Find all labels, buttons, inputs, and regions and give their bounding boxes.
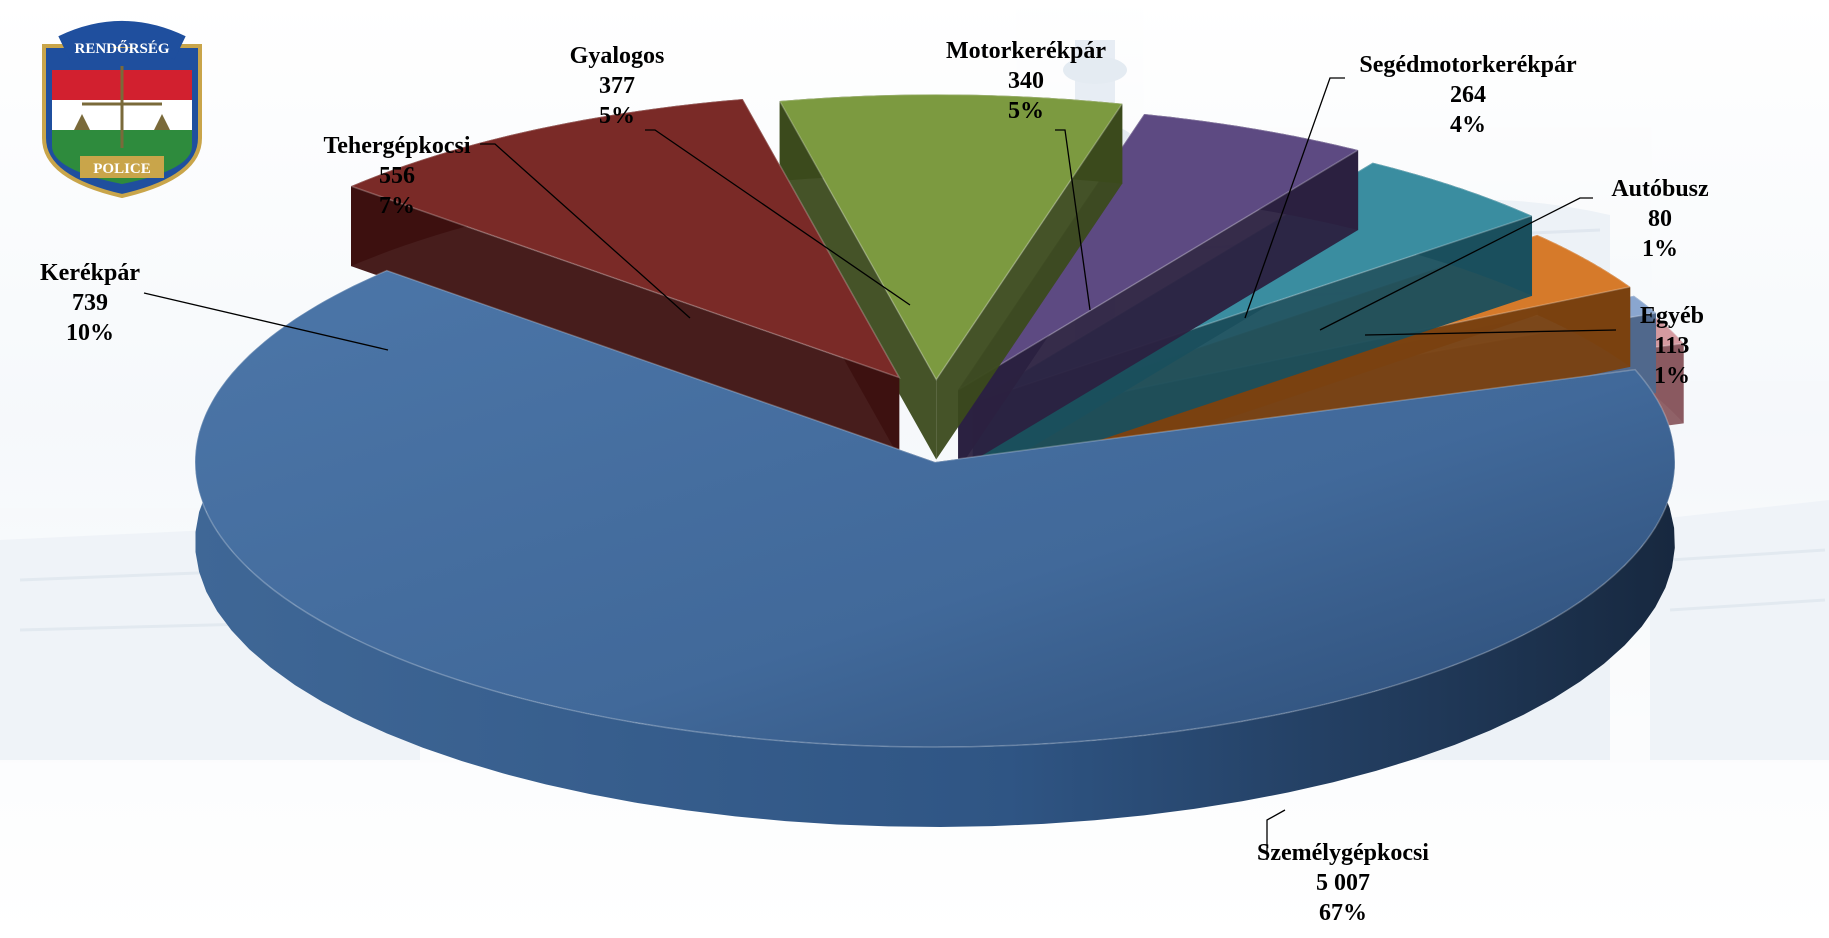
pie-slice-bicycle: [348, 98, 901, 458]
label-value-bus: 80: [1648, 206, 1672, 232]
slice-face-truck-0: [779, 100, 937, 460]
data-label-passenger-car: Személygépkocsi 5 007 67%: [1257, 840, 1429, 926]
label-value-motorcycle: 340: [1008, 68, 1044, 94]
slice-face-pedestrian-1: [958, 150, 1359, 470]
data-label-pedestrian: Gyalogos 377 5%: [570, 43, 665, 129]
pie-slice-truck: [778, 93, 1124, 460]
label-name-truck: Tehergépkocsi: [323, 133, 470, 159]
slice-top-bicycle: [348, 98, 901, 379]
logo-bottom-text: POLICE: [93, 161, 151, 177]
data-label-moped: Segédmotorkerékpár 264 4%: [1359, 52, 1577, 138]
leader-line-bicycle: [143, 292, 389, 351]
leader-line-passenger-car: [1266, 809, 1286, 860]
label-percent-bicycle: 10%: [66, 320, 114, 346]
data-labels: Személygépkocsi 5 007 67% Kerékpár 739 10% Teh…: [40, 38, 1709, 926]
leader-line-pedestrian: [645, 129, 911, 306]
label-percent-bus: 1%: [1642, 236, 1678, 262]
label-value-moped: 264: [1450, 82, 1486, 108]
label-percent-motorcycle: 5%: [1008, 98, 1044, 124]
label-percent-other: 1%: [1654, 363, 1690, 389]
label-percent-passenger-car: 67%: [1319, 900, 1367, 926]
slice-face-motorcycle-1: [972, 215, 1533, 483]
pie-slices: [194, 93, 1686, 828]
leader-line-bus: [1319, 197, 1593, 331]
leader-line-truck: [480, 143, 691, 319]
label-name-passenger-car: Személygépkocsi: [1257, 840, 1429, 866]
slice-top-truck: [778, 93, 1124, 381]
label-name-moped: Segédmotorkerékpár: [1359, 52, 1577, 78]
label-value-truck: 556: [379, 163, 415, 189]
data-label-truck: Tehergépkocsi 556 7%: [323, 133, 470, 219]
leader-line-moped: [1244, 77, 1345, 319]
label-value-bicycle: 739: [72, 290, 108, 316]
label-name-pedestrian: Gyalogos: [570, 43, 665, 69]
leader-line-other: [1364, 329, 1617, 336]
slice-top-passenger-car: [194, 269, 1676, 748]
data-label-bus: Autóbusz 80 1%: [1611, 176, 1709, 262]
label-percent-moped: 4%: [1450, 112, 1486, 138]
slice-face-truck-1: [936, 103, 1123, 460]
label-name-bicycle: Kerékpár: [40, 260, 140, 286]
data-label-other: Egyéb 113 1%: [1640, 303, 1704, 389]
label-name-motorcycle: Motorkerékpár: [946, 38, 1106, 64]
slice-face-bicycle-0: [351, 186, 900, 458]
label-name-other: Egyéb: [1640, 303, 1704, 329]
data-label-motorcycle: Motorkerékpár 340 5%: [946, 38, 1106, 124]
label-value-pedestrian: 377: [599, 73, 635, 99]
label-value-passenger-car: 5 007: [1316, 870, 1370, 896]
police-logo: RENDŐRSÉG POLICE: [42, 21, 202, 199]
label-percent-truck: 7%: [379, 193, 415, 219]
pie-slice-pedestrian: [957, 113, 1361, 470]
label-name-bus: Autóbusz: [1611, 176, 1709, 202]
label-value-other: 113: [1655, 333, 1690, 359]
data-label-bicycle: Kerékpár 739 10%: [40, 260, 140, 346]
logo-top-text: RENDŐRSÉG: [74, 40, 169, 57]
leader-line-motorcycle: [1055, 129, 1091, 311]
pie-slice-passenger-car: [194, 269, 1676, 828]
label-percent-pedestrian: 5%: [599, 103, 635, 129]
leader-lines: [143, 77, 1617, 860]
slice-top-pedestrian: [957, 113, 1361, 391]
